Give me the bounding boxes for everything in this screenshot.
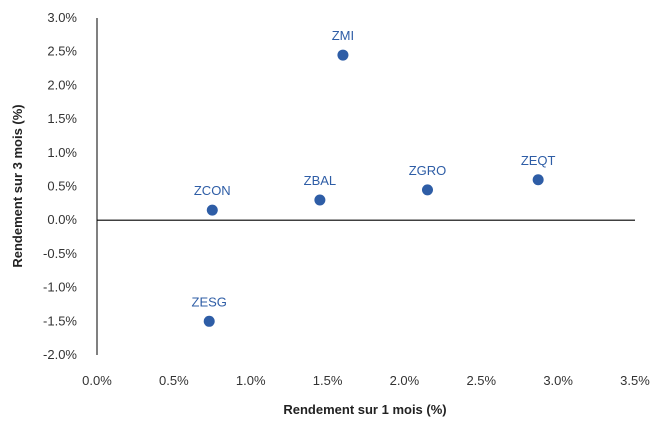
x-tick-label: 2.0% <box>390 373 420 388</box>
y-tick-label: -0.5% <box>43 246 77 261</box>
data-point <box>337 49 349 61</box>
x-tick-label: 0.5% <box>159 373 189 388</box>
x-tick-label: 3.0% <box>543 373 573 388</box>
data-point <box>206 204 218 216</box>
data-point-label: ZESG <box>192 294 227 309</box>
data-point-label: ZEQT <box>521 153 556 168</box>
x-tick-label: 3.5% <box>620 373 650 388</box>
data-point <box>314 194 326 206</box>
y-tick-label: 2.0% <box>47 77 77 92</box>
y-tick-label: 2.5% <box>47 44 77 59</box>
data-point-label: ZGRO <box>409 163 447 178</box>
y-tick-label: 1.0% <box>47 145 77 160</box>
y-tick-label: 0.0% <box>47 212 77 227</box>
data-point <box>532 174 544 186</box>
y-tick-label: -1.5% <box>43 313 77 328</box>
data-point-label: ZCON <box>194 183 231 198</box>
y-axis-label: Rendement sur 3 mois (%) <box>10 104 25 267</box>
x-tick-label: 1.0% <box>236 373 266 388</box>
y-tick-label: 3.0% <box>47 10 77 25</box>
x-axis-label: Rendement sur 1 mois (%) <box>283 402 446 417</box>
data-point-label: ZMI <box>332 28 354 43</box>
data-point-label: ZBAL <box>304 173 337 188</box>
data-point <box>421 184 433 196</box>
data-point <box>203 315 215 327</box>
x-tick-label: 2.5% <box>466 373 496 388</box>
x-tick-label: 0.0% <box>82 373 112 388</box>
x-tick-label: 1.5% <box>313 373 343 388</box>
y-tick-label: 0.5% <box>47 179 77 194</box>
y-tick-label: -2.0% <box>43 347 77 362</box>
y-tick-label: -1.0% <box>43 280 77 295</box>
y-tick-label: 1.5% <box>47 111 77 126</box>
